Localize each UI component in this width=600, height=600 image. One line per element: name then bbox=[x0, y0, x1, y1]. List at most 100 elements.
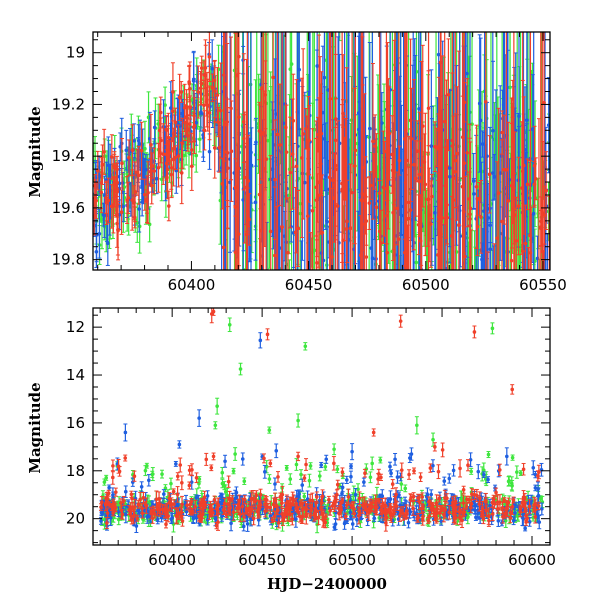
bottom-flare-blue bbox=[123, 423, 128, 442]
x-tick-label: 60450 bbox=[285, 276, 333, 294]
top-point-red bbox=[397, 32, 401, 270]
bottom-panel-axes: 60400 60450 60500 60550 60600 12 14 16 18 20 bbox=[66, 307, 556, 569]
bottom-point-red bbox=[320, 489, 325, 504]
bottom-point-red bbox=[300, 502, 305, 518]
bottom-point-red bbox=[222, 507, 227, 515]
bottom-point-green bbox=[368, 471, 373, 484]
top-point-blue bbox=[531, 32, 536, 270]
bottom-point-red bbox=[337, 505, 342, 513]
top-point-blue bbox=[488, 222, 493, 270]
top-point-red bbox=[126, 139, 131, 176]
bottom-point-blue bbox=[272, 477, 277, 491]
y-tick-label: 19.4 bbox=[52, 147, 85, 165]
top-point-red bbox=[135, 148, 140, 196]
bottom-point-green bbox=[160, 469, 165, 479]
bottom-point-red bbox=[527, 499, 532, 514]
bottom-point-red bbox=[390, 479, 395, 490]
bottom-point-red bbox=[290, 491, 295, 507]
top-point-red bbox=[212, 117, 217, 179]
bottom-point-red bbox=[483, 492, 488, 511]
top-point-red bbox=[460, 32, 465, 270]
bottom-point-green bbox=[222, 481, 227, 491]
bottom-point-green bbox=[104, 474, 109, 481]
top-point-red bbox=[272, 186, 277, 270]
bottom-point-red bbox=[298, 500, 303, 507]
top-point-red bbox=[115, 203, 120, 256]
bottom-point-red bbox=[418, 472, 423, 483]
top-point-red bbox=[139, 121, 144, 180]
bottom-point-red bbox=[136, 500, 141, 509]
bottom-point-red bbox=[400, 506, 405, 521]
bottom-point-red bbox=[533, 498, 538, 510]
bottom-flare-red bbox=[472, 325, 477, 339]
bottom-point-red bbox=[185, 500, 190, 511]
bottom-point-blue bbox=[476, 464, 481, 480]
bottom-point-red bbox=[367, 503, 372, 514]
top-point-red bbox=[125, 176, 130, 224]
bottom-point-red bbox=[290, 512, 295, 526]
top-point-blue bbox=[297, 32, 302, 130]
top-point-red bbox=[506, 121, 511, 270]
top-point-red bbox=[258, 183, 263, 270]
bottom-point-red bbox=[356, 507, 361, 525]
bottom-point-red bbox=[209, 464, 214, 472]
bottom-point-red bbox=[187, 481, 192, 490]
bottom-point-green bbox=[150, 470, 155, 479]
bottom-point-red bbox=[376, 473, 381, 485]
top-point-red bbox=[437, 181, 442, 270]
bottom-point-blue bbox=[274, 443, 279, 459]
top-point-blue bbox=[480, 228, 485, 270]
top-point-red bbox=[242, 111, 247, 244]
top-point-red bbox=[333, 98, 338, 241]
top-point-blue bbox=[132, 123, 137, 159]
top-point-red bbox=[350, 32, 354, 270]
bottom-point-red bbox=[443, 500, 448, 519]
bottom-point-green bbox=[403, 484, 408, 493]
top-point-red bbox=[525, 158, 530, 211]
bottom-flare-red bbox=[371, 428, 376, 437]
bottom-point-blue bbox=[245, 515, 250, 532]
bottom-flare-green bbox=[215, 397, 220, 415]
bottom-point-red bbox=[180, 495, 185, 513]
top-point-red bbox=[460, 95, 465, 179]
bottom-point-red bbox=[511, 496, 516, 504]
top-point-red bbox=[161, 123, 166, 185]
bottom-point-red bbox=[204, 452, 209, 466]
bottom-flare-red bbox=[265, 328, 270, 341]
top-point-red bbox=[370, 63, 375, 220]
top-point-red bbox=[277, 83, 282, 207]
bottom-point-red bbox=[377, 497, 382, 505]
top-point-red bbox=[93, 197, 97, 236]
bottom-point-red bbox=[231, 503, 236, 521]
bottom-point-blue bbox=[229, 515, 234, 532]
top-point-red bbox=[523, 204, 528, 270]
top-point-red bbox=[184, 89, 189, 125]
bottom-point-green bbox=[465, 510, 470, 525]
bottom-point-red bbox=[169, 497, 174, 512]
bottom-point-red bbox=[121, 495, 126, 506]
bottom-point-red bbox=[110, 470, 115, 485]
top-point-red bbox=[179, 141, 184, 205]
bottom-point-red bbox=[316, 510, 321, 526]
bottom-point-red bbox=[428, 463, 433, 473]
top-point-blue bbox=[456, 288, 460, 389]
x-tick-label: 60550 bbox=[519, 276, 567, 294]
bottom-flare-red bbox=[432, 442, 437, 452]
bottom-point-green bbox=[514, 465, 519, 479]
top-point-red bbox=[202, 110, 207, 151]
y-tick-label: 19.8 bbox=[52, 251, 85, 269]
bottom-point-red bbox=[433, 514, 438, 521]
x-tick-label: 60500 bbox=[328, 551, 376, 569]
bottom-point-red bbox=[167, 492, 172, 505]
bottom-point-green bbox=[288, 473, 293, 485]
bottom-point-red bbox=[364, 500, 369, 519]
bottom-point-red bbox=[495, 494, 500, 511]
bottom-point-blue bbox=[353, 488, 358, 502]
bottom-point-red bbox=[436, 464, 441, 480]
top-point-red bbox=[397, 145, 402, 176]
y-tick-label: 20 bbox=[66, 510, 85, 528]
top-point-red bbox=[274, 206, 279, 270]
bottom-point-red bbox=[465, 459, 470, 472]
bottom-point-blue bbox=[389, 469, 394, 478]
top-point-blue bbox=[168, 81, 173, 135]
